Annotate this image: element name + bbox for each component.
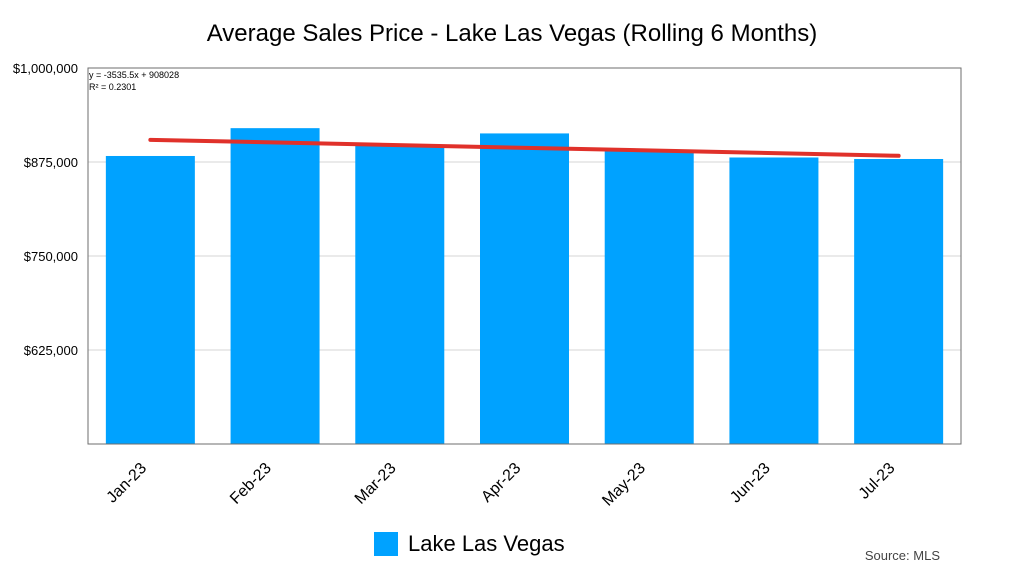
y-tick-label: $625,000 (24, 343, 78, 358)
bar (729, 157, 819, 444)
source-note: Source: MLS (864, 548, 940, 563)
bar (230, 128, 320, 444)
x-tick-label: Jan-23 (104, 460, 151, 507)
x-tick-label: May-23 (599, 460, 649, 510)
x-tick-label: Jul-23 (856, 460, 899, 503)
x-tick-label: Feb-23 (227, 460, 275, 508)
bar (480, 133, 569, 444)
legend-swatch (374, 532, 398, 556)
x-tick-label: Jun-23 (727, 460, 774, 507)
y-tick-label: $750,000 (24, 249, 78, 264)
y-tick-label: $1,000,000 (13, 61, 78, 76)
x-tick-label: Apr-23 (478, 460, 524, 506)
legend-label: Lake Las Vegas (408, 531, 565, 556)
trendline (148, 137, 901, 158)
bar (355, 145, 445, 444)
trendline-equation: y = -3535.5x + 908028 (89, 70, 179, 80)
x-tick-label: Mar-23 (352, 460, 400, 508)
y-tick-label: $875,000 (24, 155, 78, 170)
bar (105, 155, 195, 444)
bar (854, 158, 944, 444)
plot-frame (87, 67, 962, 445)
trendline-r2: R² = 0.2301 (89, 82, 136, 92)
legend: Lake Las Vegas (374, 531, 565, 557)
bar (604, 150, 694, 444)
chart-title: Average Sales Price - Lake Las Vegas (Ro… (206, 20, 818, 47)
